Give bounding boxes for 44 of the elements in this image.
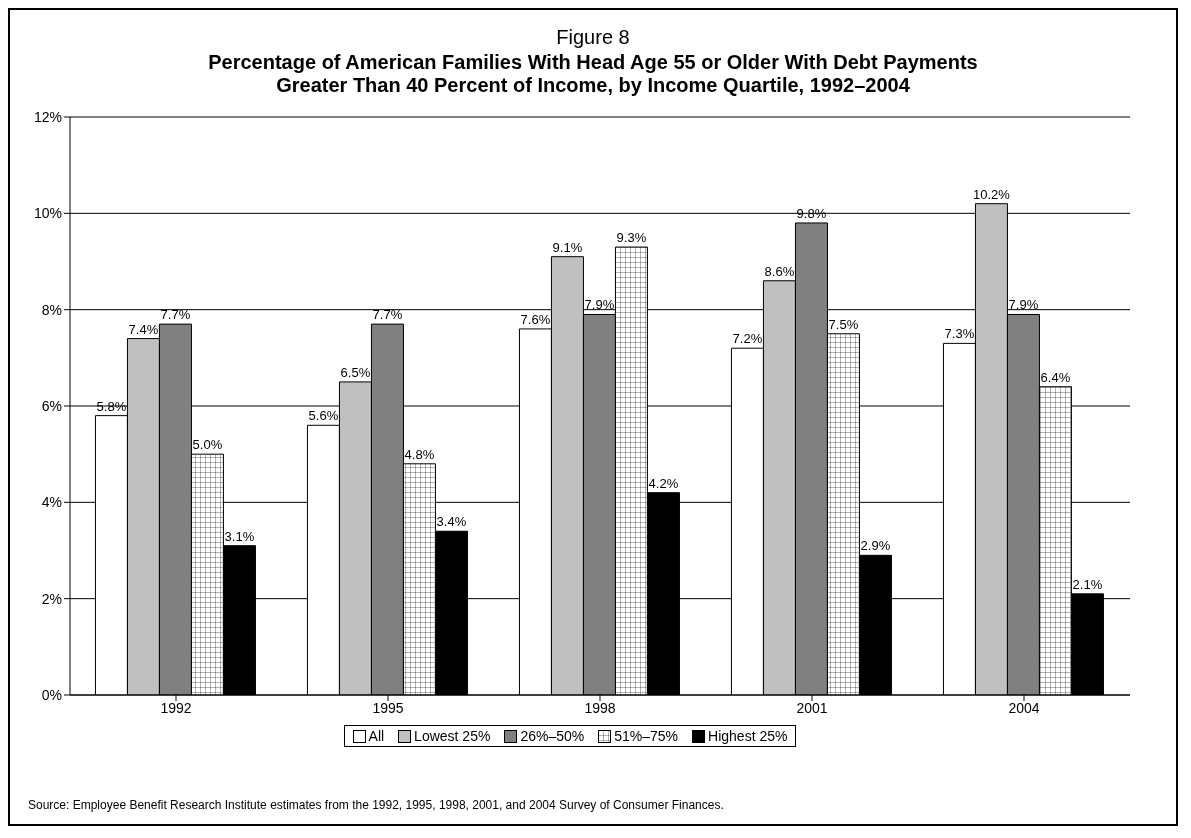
- data-label: 7.9%: [1008, 297, 1039, 313]
- x-tick-label: 1995: [372, 699, 404, 716]
- chart-subtitle: Percentage of American Families With Head Age 55 or Older With Debt Payments Greater Than 40 Percent of Income, by Income Quartile, 1992–2004: [207, 51, 979, 97]
- legend-label: 51%–75%: [614, 728, 679, 744]
- y-tick-label: 10%: [33, 205, 62, 222]
- y-tick-label: 12%: [33, 108, 62, 125]
- y-tick-label: 4%: [41, 494, 62, 511]
- data-label: 3.4%: [436, 514, 467, 530]
- data-label: 9.3%: [616, 230, 647, 246]
- data-label: 7.2%: [732, 331, 763, 347]
- x-tick-label: 2001: [796, 699, 828, 716]
- data-label: 7.6%: [520, 311, 551, 327]
- data-label: 10.2%: [973, 186, 1011, 202]
- data-label: 5.8%: [96, 398, 127, 414]
- data-label: 8.6%: [764, 263, 795, 279]
- data-label: 7.5%: [828, 316, 859, 332]
- data-label: 2.1%: [1072, 576, 1103, 592]
- data-label: 5.6%: [308, 408, 339, 424]
- data-label: 7.7%: [160, 307, 191, 323]
- data-label: 5.0%: [192, 437, 223, 453]
- y-tick-label: 0%: [41, 686, 62, 703]
- data-label: 7.7%: [372, 307, 403, 323]
- data-label: 7.4%: [128, 321, 159, 337]
- data-label: 2.9%: [860, 538, 891, 554]
- x-tick-label: 1998: [584, 699, 616, 716]
- x-tick-label: 2004: [1008, 699, 1040, 716]
- legend-label: Highest 25%: [708, 728, 788, 744]
- legend-label: All: [368, 728, 385, 744]
- data-label: 4.2%: [648, 475, 679, 491]
- y-tick-label: 6%: [41, 397, 62, 414]
- chart-title: Figure 8: [555, 26, 631, 49]
- data-label: 7.9%: [584, 297, 615, 313]
- data-label: 6.4%: [1040, 369, 1071, 385]
- data-label: 6.5%: [340, 364, 371, 380]
- legend-label: 26%–50%: [520, 728, 585, 744]
- y-tick-label: 8%: [41, 301, 62, 318]
- data-label: 9.1%: [552, 239, 583, 255]
- y-tick-label: 2%: [41, 590, 62, 607]
- data-label: 3.1%: [224, 528, 255, 544]
- legend-label: Lowest 25%: [414, 728, 491, 744]
- data-label: 4.8%: [404, 446, 435, 462]
- x-tick-label: 1992: [160, 699, 192, 716]
- source-note: Source: Employee Benefit Research Institute estimates from the 1992, 1995, 1998, 2001, and 2004 Survey of Consumer Finances.: [28, 798, 724, 812]
- data-label: 7.3%: [944, 326, 975, 342]
